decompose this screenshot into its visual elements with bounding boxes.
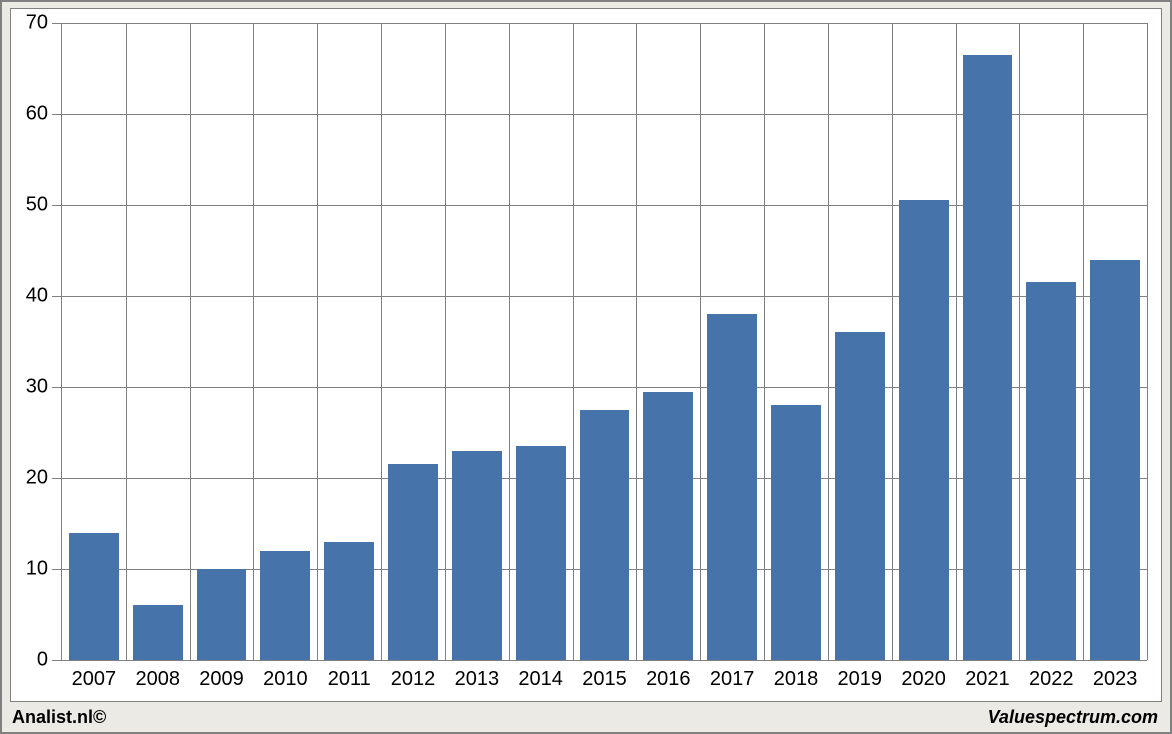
ytick xyxy=(52,205,62,206)
bar xyxy=(963,55,1013,660)
y-axis-label: 30 xyxy=(26,376,48,399)
bar xyxy=(771,405,821,660)
bar xyxy=(1026,282,1076,660)
gridline-v xyxy=(828,23,829,660)
bar xyxy=(133,605,183,660)
x-axis-label: 2012 xyxy=(391,668,436,691)
ytick xyxy=(52,387,62,388)
gridline-v xyxy=(956,23,957,660)
credit-right: Valuespectrum.com xyxy=(988,707,1158,728)
bar xyxy=(1090,260,1140,660)
plot-area: 0102030405060702007200820092010201120122… xyxy=(61,23,1147,661)
gridline-v xyxy=(445,23,446,660)
y-axis-label: 20 xyxy=(26,467,48,490)
gridline-v xyxy=(126,23,127,660)
bar xyxy=(835,332,885,660)
bar xyxy=(452,451,502,660)
plot-inner: 0102030405060702007200820092010201120122… xyxy=(61,23,1147,661)
bar xyxy=(643,392,693,660)
gridline-v xyxy=(636,23,637,660)
x-axis-label: 2010 xyxy=(263,668,308,691)
x-axis-label: 2019 xyxy=(838,668,883,691)
x-axis-label: 2011 xyxy=(328,668,371,691)
bar xyxy=(197,569,247,660)
bar xyxy=(516,446,566,660)
bar xyxy=(388,464,438,660)
ytick xyxy=(52,660,62,661)
ytick xyxy=(52,296,62,297)
bar xyxy=(69,533,119,660)
gridline-v xyxy=(892,23,893,660)
x-axis-label: 2014 xyxy=(518,668,563,691)
plot-outer: 0 10 20 30 40 50 60 70 2007 2008 2009 2010 2011 2012 2… xyxy=(10,8,1162,702)
bar xyxy=(260,551,310,660)
gridline-v xyxy=(573,23,574,660)
x-axis-label: 2020 xyxy=(901,668,946,691)
y-axis-label: 10 xyxy=(26,558,48,581)
bar xyxy=(324,542,374,660)
y-axis-label: 70 xyxy=(26,12,48,35)
x-axis-label: 2016 xyxy=(646,668,691,691)
bar xyxy=(899,200,949,660)
ytick xyxy=(52,23,62,24)
x-axis-label: 2007 xyxy=(72,668,117,691)
x-axis-label: 2008 xyxy=(135,668,180,691)
ytick xyxy=(52,569,62,570)
gridline-v xyxy=(381,23,382,660)
gridline-v xyxy=(1083,23,1084,660)
ytick xyxy=(52,114,62,115)
y-axis-label: 40 xyxy=(26,285,48,308)
x-axis-label: 2022 xyxy=(1029,668,1074,691)
gridline-v xyxy=(1147,23,1148,660)
y-axis-label: 0 xyxy=(37,649,48,672)
gridline-v xyxy=(253,23,254,660)
x-axis-label: 2021 xyxy=(965,668,1010,691)
bar xyxy=(707,314,757,660)
gridline-v xyxy=(1019,23,1020,660)
credit-left: Analist.nl© xyxy=(12,707,106,728)
gridline-v xyxy=(700,23,701,660)
x-axis-label: 2017 xyxy=(710,668,755,691)
y-axis-label: 60 xyxy=(26,103,48,126)
ytick xyxy=(52,478,62,479)
bar xyxy=(580,410,630,660)
gridline-v xyxy=(317,23,318,660)
x-axis-label: 2013 xyxy=(455,668,500,691)
gridline-v xyxy=(764,23,765,660)
x-axis-label: 2015 xyxy=(582,668,627,691)
chart-frame: 0 10 20 30 40 50 60 70 2007 2008 2009 2010 2011 2012 2… xyxy=(0,0,1172,734)
x-axis-label: 2018 xyxy=(774,668,819,691)
gridline-h xyxy=(62,23,1147,24)
y-axis-label: 50 xyxy=(26,194,48,217)
gridline-v xyxy=(190,23,191,660)
x-axis-label: 2009 xyxy=(199,668,244,691)
gridline-v xyxy=(509,23,510,660)
x-axis-label: 2023 xyxy=(1093,668,1138,691)
